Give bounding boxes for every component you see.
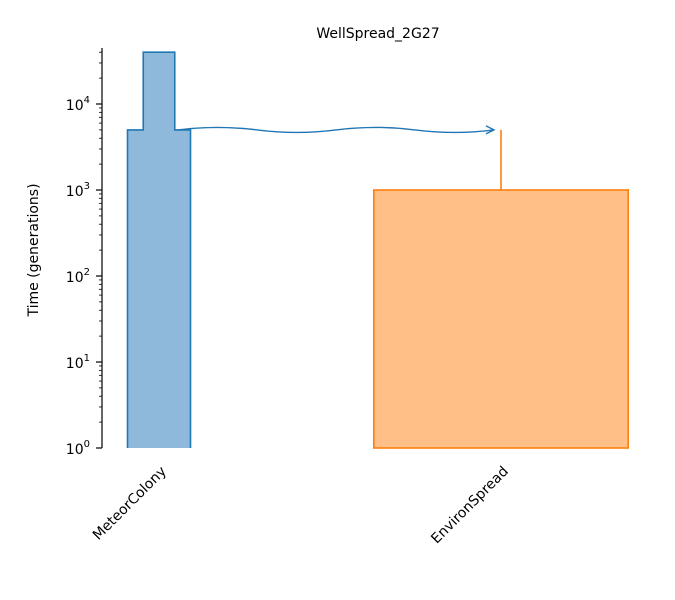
y-tick-label: 103 [66, 181, 90, 200]
deme-label: EnvironSpread [428, 464, 512, 548]
y-axis-label: Time (generations) [26, 183, 42, 317]
y-axis: 100 101 102 103 104 [66, 48, 103, 458]
deme-meteorcolony-fill [127, 52, 191, 448]
y-tick-label: 101 [66, 353, 90, 372]
deme-meteorcolony-outline [126, 51, 192, 448]
deme-label: MeteorColony [90, 464, 170, 544]
migration-arrow-head [485, 125, 496, 135]
migration-arrow-line [177, 126, 495, 134]
y-tick-label: 104 [66, 95, 90, 114]
deme-shapes [126, 51, 629, 449]
chart-title: WellSpread_2G27 [316, 26, 439, 42]
y-tick-label: 102 [66, 267, 90, 286]
deme-labels: MeteorColony EnvironSpread [90, 464, 512, 548]
deme-environspread-block [372, 189, 629, 449]
migration-arrows [177, 125, 496, 135]
y-tick-label: 100 [66, 439, 90, 458]
